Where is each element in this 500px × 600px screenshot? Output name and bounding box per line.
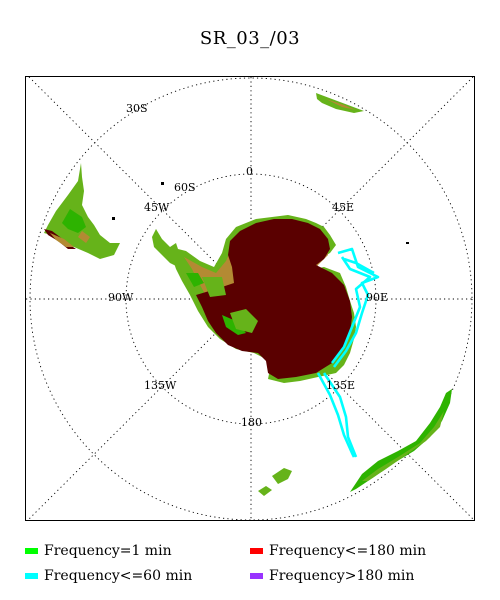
south-america bbox=[44, 163, 120, 259]
legend-swatch-cyan bbox=[25, 573, 38, 579]
ice-sheet bbox=[196, 219, 352, 379]
legend-label: Frequency=1 min bbox=[44, 543, 172, 559]
map-frame: 0 45E 90E 135E 180 135W 90W 45W 30S 60S bbox=[25, 76, 475, 521]
legend-label: Frequency<=60 min bbox=[44, 568, 193, 584]
legend-swatch-green bbox=[25, 548, 38, 554]
latitude-circle-30s bbox=[29, 77, 473, 520]
lon-label-135e: 135E bbox=[326, 379, 355, 392]
lon-label-45w: 45W bbox=[144, 201, 170, 214]
legend-label: Frequency<=180 min bbox=[269, 543, 427, 559]
track-loop-inner bbox=[330, 256, 372, 364]
legend-item-over-180min: Frequency>180 min bbox=[250, 566, 414, 586]
lon-label-180: 180 bbox=[241, 416, 262, 429]
lon-label-90w: 90W bbox=[108, 291, 134, 304]
antarctica bbox=[152, 215, 356, 383]
latitude-circle-60s bbox=[125, 173, 377, 425]
track-south-leg-2 bbox=[322, 372, 358, 458]
legend-item-60min: Frequency<=60 min bbox=[25, 566, 192, 586]
antarctic-peninsula bbox=[152, 229, 182, 267]
track-south-leg bbox=[316, 372, 356, 458]
new-zealand bbox=[258, 468, 292, 496]
legend-item-180min: Frequency<=180 min bbox=[250, 541, 426, 561]
australia bbox=[316, 93, 364, 113]
map-labels: 0 45E 90E 135E 180 135W 90W 45W 30S 60S bbox=[108, 102, 388, 429]
track-loop-east bbox=[332, 247, 380, 368]
lon-label-90e: 90E bbox=[366, 291, 388, 304]
island-dot bbox=[406, 242, 409, 244]
legend-swatch-purple bbox=[250, 573, 263, 579]
islands bbox=[112, 182, 409, 244]
ship-track bbox=[316, 247, 380, 458]
legend-item-1min: Frequency=1 min bbox=[25, 541, 172, 561]
lat-label-30s: 30S bbox=[126, 102, 148, 115]
track-spur bbox=[343, 257, 375, 275]
lon-label-45e: 45E bbox=[332, 201, 354, 214]
island-dot bbox=[161, 182, 164, 185]
africa-coast bbox=[350, 389, 452, 492]
island-dot bbox=[112, 217, 115, 220]
lon-label-0: 0 bbox=[246, 165, 253, 178]
lat-label-60s: 60S bbox=[174, 181, 196, 194]
legend-label: Frequency>180 min bbox=[269, 568, 415, 584]
polar-map: 0 45E 90E 135E 180 135W 90W 45W 30S 60S bbox=[26, 77, 474, 520]
legend-swatch-red bbox=[250, 548, 263, 554]
lon-label-135w: 135W bbox=[144, 379, 177, 392]
map-title: SR_03_/03 bbox=[199, 28, 301, 49]
